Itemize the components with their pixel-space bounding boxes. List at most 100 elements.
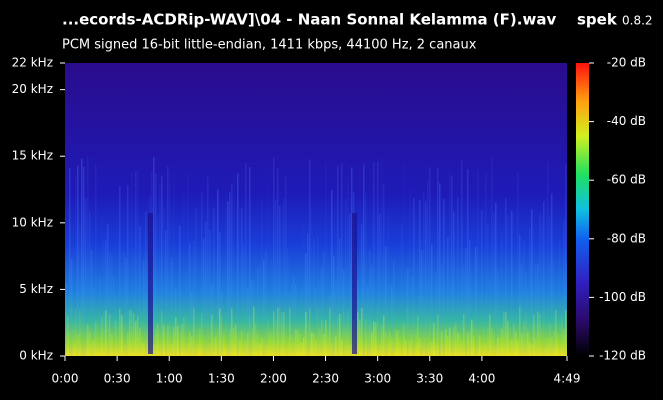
- spectrogram-streak: [433, 322, 435, 356]
- spectrogram-streak: [133, 253, 135, 356]
- spectrogram-streak: [225, 309, 227, 356]
- spectrogram-streak: [257, 333, 259, 356]
- spectrogram-streak: [143, 343, 145, 356]
- spectrogram-streak: [233, 173, 235, 356]
- spectrogram-streak: [529, 227, 531, 356]
- spectrogram-streak: [379, 345, 381, 356]
- spectrogram-streak: [229, 329, 231, 356]
- spectrogram-streak: [131, 171, 133, 356]
- spectrogram-streak: [343, 270, 345, 356]
- spectrogram-streak: [119, 186, 121, 356]
- spectrogram-streak: [483, 328, 485, 356]
- spectrogram-streak: [497, 337, 499, 356]
- spectrogram-streak: [95, 164, 97, 356]
- spectrogram-streak: [333, 320, 335, 356]
- colorbar-tick-label: -120 dB: [599, 349, 646, 363]
- spectrogram-streak: [281, 312, 283, 356]
- spectrogram-streak: [121, 248, 123, 356]
- spectrogram-streak: [87, 156, 89, 356]
- spectrogram-streak: [487, 223, 489, 356]
- spectrogram-streak: [195, 208, 197, 356]
- spectrogram-streak: [555, 310, 557, 356]
- spectrogram-streak: [245, 162, 247, 356]
- spectrogram-streak: [543, 309, 545, 356]
- spectrogram-streak: [241, 208, 243, 356]
- spectrogram-streak: [127, 185, 129, 356]
- spectrogram-streak: [375, 322, 377, 356]
- spectrogram-streak: [203, 335, 205, 356]
- spectrogram-streak: [465, 248, 467, 356]
- spectrogram-streak: [85, 198, 87, 356]
- spectrogram-streak: [319, 282, 321, 356]
- spectrogram-streak: [373, 162, 375, 356]
- spectrogram-streak: [363, 164, 365, 356]
- spectrogram-streak: [565, 310, 567, 356]
- colorbar-tick-label: -60 dB: [607, 173, 646, 187]
- x-tick-label: 2:00: [260, 372, 287, 386]
- spectrogram-streak: [447, 335, 449, 356]
- spectrogram-streak: [511, 339, 513, 356]
- spectrogram-streak: [273, 311, 275, 356]
- spectrogram-streak: [351, 167, 353, 356]
- spectrogram-streak: [419, 337, 421, 356]
- spectrogram-streak: [367, 331, 369, 356]
- spectrogram-streak: [97, 282, 99, 356]
- spectrogram-streak: [217, 329, 219, 356]
- spectrogram-streak: [197, 206, 199, 356]
- spectrogram-streak: [265, 250, 267, 356]
- spectrogram-streak: [521, 333, 523, 356]
- spectrogram-streak: [339, 238, 341, 356]
- spectrogram-streak: [235, 271, 237, 356]
- spectrogram-streak: [181, 324, 183, 356]
- spectrogram-streak: [125, 257, 127, 356]
- x-tick-label: 3:00: [364, 372, 391, 386]
- spectrogram-streak: [145, 211, 147, 356]
- spectrogram-streak: [445, 328, 447, 356]
- spectrogram-streak: [377, 161, 379, 356]
- spectrogram-streak: [169, 171, 171, 356]
- spectrogram-streak: [313, 333, 315, 356]
- spectrogram-streak: [505, 197, 507, 356]
- spectrogram-streak: [519, 306, 521, 356]
- spectrogram-streak: [99, 336, 101, 356]
- spectrogram-streak: [77, 333, 79, 356]
- spectrogram-streak: [425, 200, 427, 356]
- spectrogram-streak: [329, 308, 331, 356]
- spectrogram-streak: [347, 177, 349, 356]
- spectrogram-streak: [275, 319, 277, 356]
- spectrogram-streak: [169, 323, 171, 356]
- spectrogram-gap: [352, 213, 357, 354]
- x-tick-label: 0:30: [104, 372, 131, 386]
- spectrogram-streak: [303, 337, 305, 356]
- spectrogram-streak: [401, 223, 403, 356]
- spectrogram-streak: [415, 333, 417, 356]
- spectrogram-streak: [277, 168, 279, 356]
- spectrogram-streak: [77, 165, 79, 356]
- spectrogram-streak: [109, 314, 111, 356]
- y-tick-label: 20 kHz: [12, 82, 53, 96]
- spectrogram-streak: [387, 336, 389, 356]
- spectrogram-streak: [339, 313, 341, 356]
- spectrogram-streak: [539, 213, 541, 356]
- spectrogram-streak: [357, 281, 359, 356]
- spectrogram-streak: [393, 260, 395, 356]
- spectrogram-streak: [157, 323, 159, 356]
- spectrogram-streak: [531, 344, 533, 356]
- spectrogram-streak: [429, 167, 431, 356]
- spectrogram-streak: [423, 344, 425, 356]
- spectrogram-streak: [117, 318, 119, 356]
- spectrogram-streak: [231, 308, 233, 356]
- spectrogram-streak: [111, 256, 113, 356]
- spectrogram-streak: [547, 338, 549, 356]
- spectrogram-streak: [89, 330, 91, 356]
- spectrogram-streak: [459, 333, 461, 356]
- spectrogram-streak: [385, 246, 387, 356]
- spectrogram-streak: [221, 316, 223, 356]
- spectrogram-streak: [539, 313, 541, 356]
- app-name: spek: [577, 11, 618, 29]
- spectrogram-streak: [411, 334, 413, 356]
- colorbar: [576, 63, 589, 356]
- spectrogram-streak: [223, 171, 225, 356]
- spectrogram-streak: [107, 224, 109, 356]
- spectrogram-streak: [229, 192, 231, 356]
